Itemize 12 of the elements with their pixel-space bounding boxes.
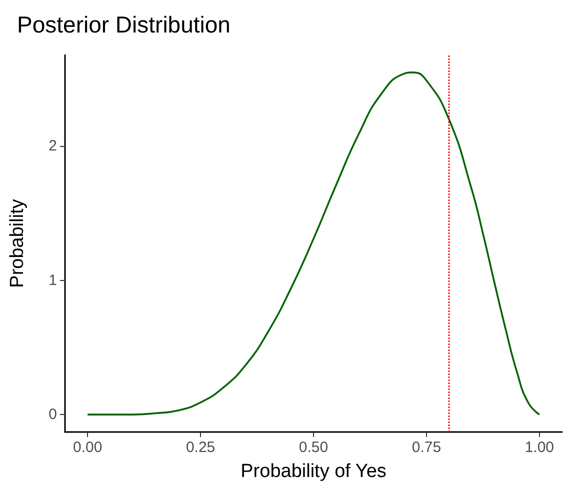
x-tick-label: 0.75	[412, 439, 442, 456]
y-tick-label: 1	[48, 272, 57, 289]
x-axis-title: Probability of Yes	[240, 461, 386, 482]
x-tick-label: 0.25	[186, 439, 216, 456]
x-tick-label: 0.50	[298, 439, 328, 456]
y-axis-title: Probability	[7, 198, 28, 288]
chart-title: Posterior Distribution	[17, 12, 230, 38]
x-tick-label: 1.00	[524, 439, 554, 456]
y-tick-label: 0	[48, 406, 57, 424]
y-tick-label: 2	[48, 138, 57, 155]
x-tick-label: 0.00	[72, 439, 102, 456]
line-series	[86, 72, 540, 416]
